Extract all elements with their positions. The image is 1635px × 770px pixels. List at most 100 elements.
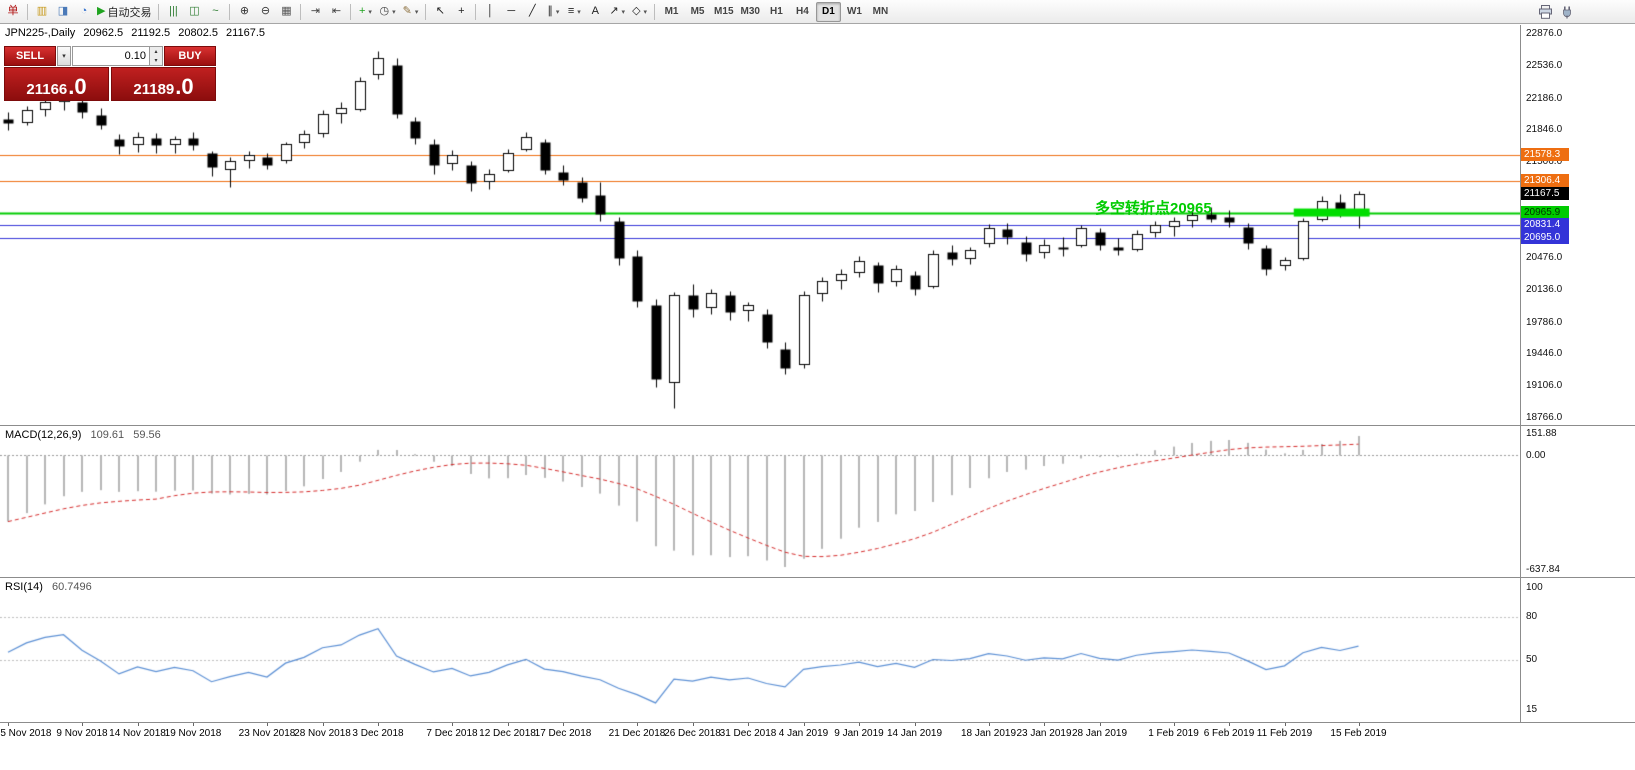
- price-axis-tick: 19106.0: [1526, 380, 1563, 392]
- price-axis-tick: 21506.0: [1526, 156, 1563, 168]
- time-axis-tick: [859, 723, 860, 726]
- high-value: 21192.5: [131, 27, 171, 39]
- time-axis-tick: [323, 723, 324, 726]
- time-axis-label: 23 Nov 2018: [238, 728, 296, 739]
- macd-axis-max: 151.88: [1526, 428, 1557, 439]
- market-watch-icon[interactable]: ▥: [32, 2, 52, 22]
- volume-up-button[interactable]: ▴: [150, 47, 162, 56]
- timeframe-m15-button[interactable]: M15: [711, 2, 736, 22]
- open-value: 20962.5: [83, 27, 124, 39]
- templates-icon[interactable]: ✎ ▾: [400, 2, 422, 22]
- timeframe-m30-button[interactable]: M30: [738, 2, 763, 22]
- chart-window: JPN225-,Daily 20962.5 21192.5 20802.5 21…: [0, 24, 1635, 770]
- macd-name: MACD(12,26,9): [5, 429, 82, 441]
- order-type-dropdown[interactable]: ▾: [57, 46, 71, 66]
- time-axis-tick: [138, 723, 139, 726]
- fibonacci-icon[interactable]: ≡ ▾: [564, 2, 584, 22]
- periods-icon[interactable]: ◷ ▾: [376, 2, 398, 22]
- arrows-icon[interactable]: ↗ ▾: [606, 2, 628, 22]
- price-axis-tick: 21846.0: [1526, 124, 1563, 136]
- navigator-icon[interactable]: ◨: [53, 2, 73, 22]
- time-axis-label: 15 Feb 2019: [1330, 728, 1387, 739]
- timeframe-mn-button[interactable]: MN: [868, 2, 893, 22]
- one-click-trading-panel: SELL ▾ ▴ ▾ BUY 21166.0 21189.0: [4, 46, 216, 101]
- rsi-axis-tick: 100: [1526, 582, 1543, 593]
- time-axis-label: 3 Dec 2018: [352, 728, 404, 739]
- pane-separator[interactable]: [0, 425, 1635, 426]
- zoom-in-icon[interactable]: ⊕: [234, 2, 254, 22]
- timeframe-d1-button[interactable]: D1: [815, 1, 841, 22]
- time-axis-tick: [804, 723, 805, 726]
- price-axis-border: [1520, 25, 1521, 722]
- indicators-icon[interactable]: + ▾: [355, 2, 375, 22]
- macd-pane[interactable]: [0, 426, 1520, 577]
- timeframe-w1-button[interactable]: W1: [842, 2, 867, 22]
- rsi-name: RSI(14): [5, 581, 43, 593]
- new-order-button[interactable]: 单: [3, 2, 23, 22]
- cursor-icon[interactable]: ↖: [430, 2, 450, 22]
- trendline-icon[interactable]: ╱: [522, 2, 542, 22]
- time-axis-label: 14 Nov 2018: [109, 728, 166, 739]
- timeframe-m1-button[interactable]: M1: [659, 2, 684, 22]
- volume-down-button[interactable]: ▾: [150, 56, 162, 65]
- time-axis-tick: [915, 723, 916, 726]
- time-axis-label: 21 Dec 2018: [608, 728, 666, 739]
- close-value: 21167.5: [226, 27, 265, 39]
- zoom-out-icon[interactable]: ⊖: [255, 2, 275, 22]
- pane-separator[interactable]: [0, 577, 1635, 578]
- horizontal-line-icon[interactable]: ─: [501, 2, 521, 22]
- tile-windows-icon[interactable]: ▦: [276, 2, 296, 22]
- price-axis-tick: 19446.0: [1526, 348, 1563, 360]
- level-price-badge: 21306.4: [1521, 173, 1569, 187]
- volume-input[interactable]: [73, 47, 149, 65]
- time-axis-tick: [378, 723, 379, 726]
- time-axis-label: 11 Feb 2019: [1256, 728, 1313, 739]
- line-chart-icon[interactable]: ~: [205, 2, 225, 22]
- autotrading-button[interactable]: ▶ 自动交易: [94, 2, 154, 22]
- price-chart[interactable]: [0, 25, 1520, 425]
- time-axis-tick: [8, 723, 9, 726]
- time-axis-label: 28 Jan 2019: [1071, 728, 1128, 739]
- time-axis-tick: [563, 723, 564, 726]
- crosshair-icon[interactable]: +: [451, 2, 471, 22]
- vertical-line-icon[interactable]: │: [480, 2, 500, 22]
- level-price-badge: 20831.4: [1521, 218, 1569, 232]
- time-axis-tick: [989, 723, 990, 726]
- bar-chart-icon[interactable]: |||: [163, 2, 183, 22]
- buy-button[interactable]: BUY: [164, 46, 216, 66]
- sell-button[interactable]: SELL: [4, 46, 56, 66]
- time-axis-label: 14 Jan 2019: [886, 728, 943, 739]
- time-axis-label: 23 Jan 2019: [1016, 728, 1072, 739]
- timeframe-m5-button[interactable]: M5: [685, 2, 710, 22]
- chart-shift-icon[interactable]: ⇤: [326, 2, 346, 22]
- macd-main-value: 109.61: [90, 429, 125, 441]
- timeframe-h4-button[interactable]: H4: [790, 2, 815, 22]
- connection-icon[interactable]: [1557, 2, 1577, 22]
- time-axis-label: 4 Jan 2019: [778, 728, 829, 739]
- time-axis-tick: [748, 723, 749, 726]
- symbol-period-label: JPN225-,Daily: [5, 27, 76, 39]
- timeframe-h1-button[interactable]: H1: [764, 2, 789, 22]
- time-axis-label: 19 Nov 2018: [164, 728, 222, 739]
- macd-signal-value: 59.56: [133, 429, 161, 441]
- buy-price-display[interactable]: 21189.0: [111, 67, 216, 101]
- time-axis-label: 9 Nov 2018: [56, 728, 108, 739]
- time-axis-label: 7 Dec 2018: [426, 728, 478, 739]
- text-icon[interactable]: A: [585, 2, 605, 22]
- time-axis-label: 12 Dec 2018: [479, 728, 536, 739]
- auto-scroll-icon[interactable]: ⇥: [305, 2, 325, 22]
- main-toolbar: 单 ▥ ◨ ◔ ▶ 自动交易 ||| ◫ ~ ⊕ ⊖ ▦ ⇥ ⇤ + ▾ ◷ ▾ ✎ ▾ ↖ + │ ─ ╱ ∥ ▾ ≡ ▾ A ↗ ▾ ◇ ▾ M…: [0, 0, 1635, 24]
- rsi-axis-tick: 80: [1526, 610, 1538, 622]
- sell-price-display[interactable]: 21166.0: [4, 67, 109, 101]
- rsi-axis-tick: 15: [1526, 704, 1538, 715]
- channel-icon[interactable]: ∥ ▾: [543, 2, 563, 22]
- shapes-icon[interactable]: ◇ ▾: [629, 2, 650, 22]
- candlestick-chart-icon[interactable]: ◫: [184, 2, 204, 22]
- rsi-pane[interactable]: [0, 578, 1520, 722]
- time-axis-label: 6 Feb 2019: [1203, 728, 1255, 739]
- price-axis-tick: 22876.0: [1526, 28, 1563, 40]
- printer-icon[interactable]: [1535, 2, 1556, 22]
- time-axis-tick: [193, 723, 194, 726]
- macd-axis-min: -637.84: [1526, 564, 1560, 575]
- help-icon[interactable]: ◔: [74, 2, 94, 22]
